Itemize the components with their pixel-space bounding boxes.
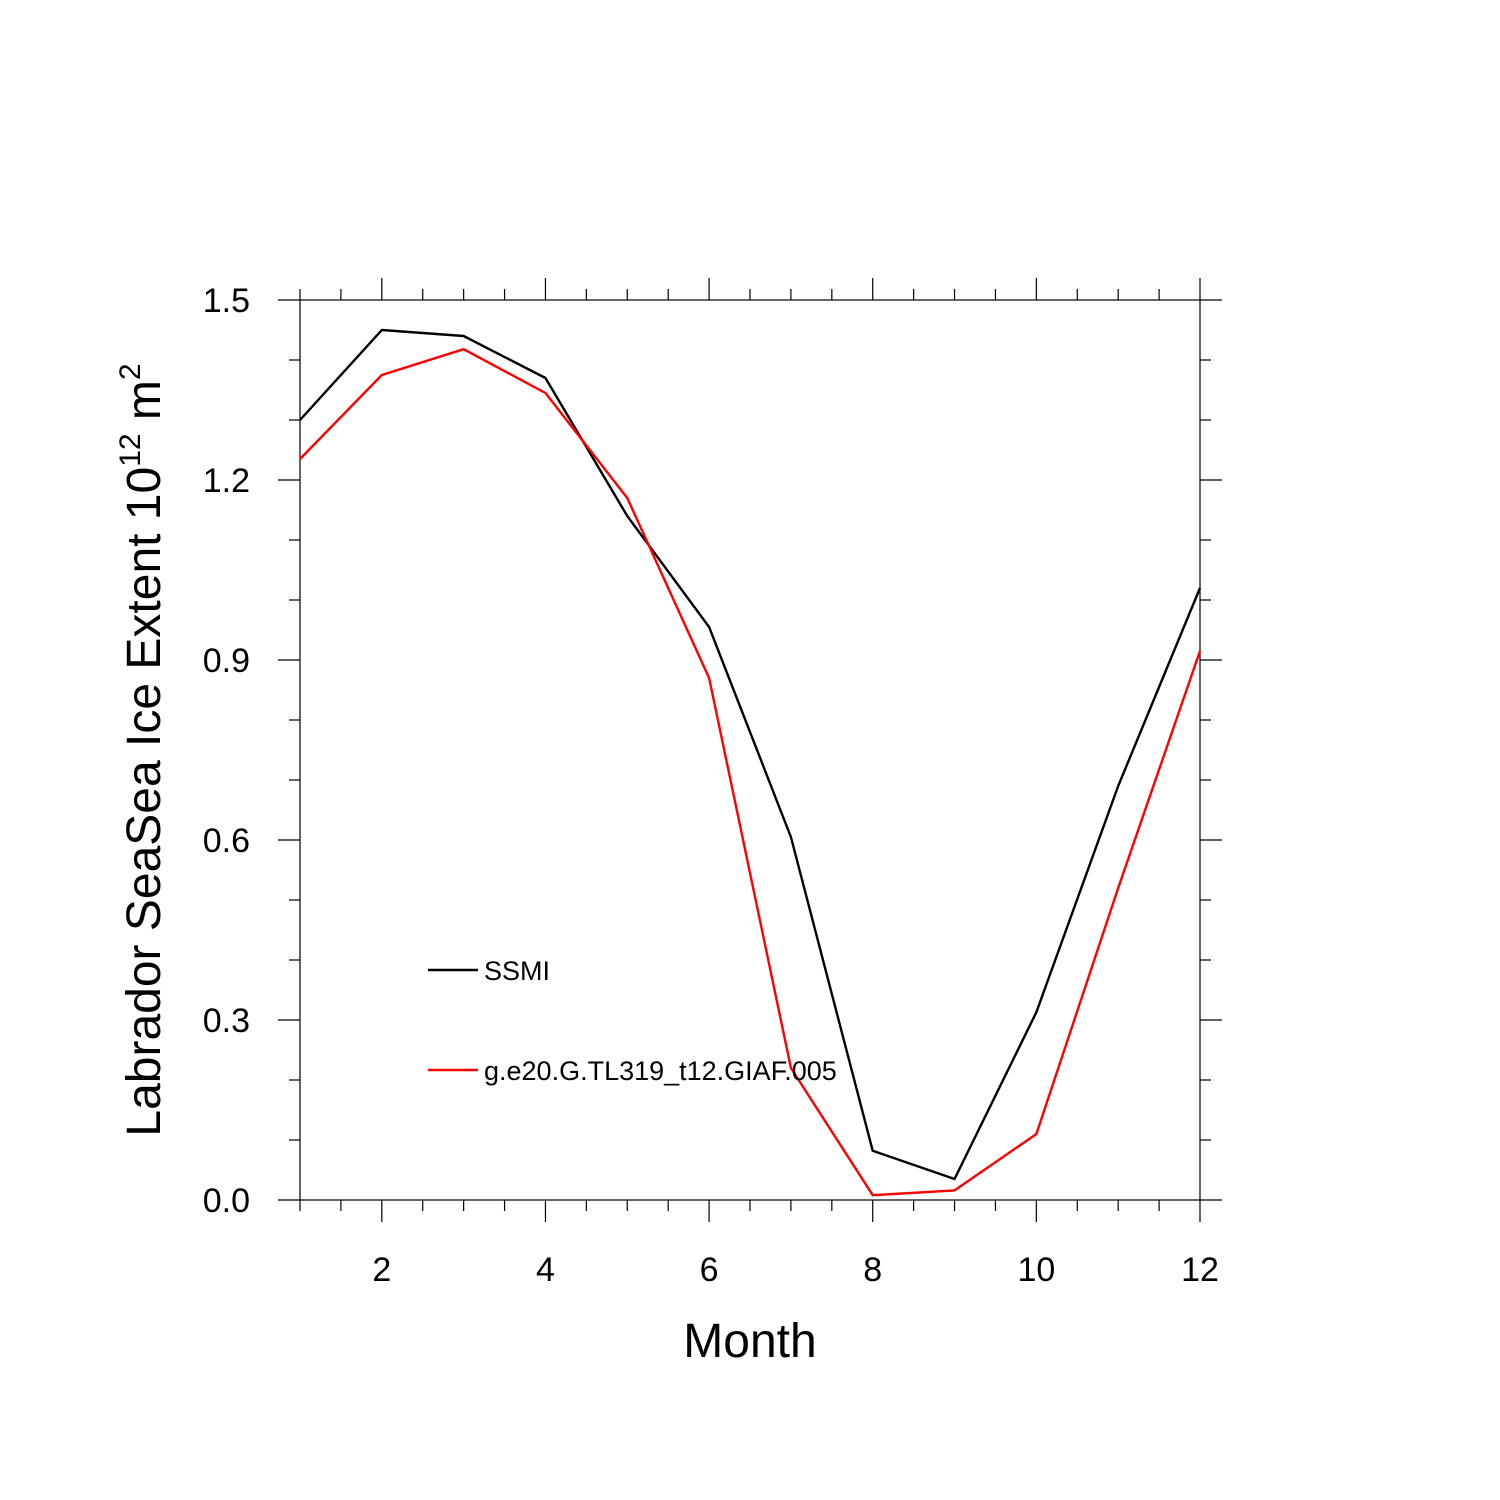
y-tick-label: 0.6 — [203, 822, 250, 860]
x-tick-label: 6 — [700, 1251, 719, 1289]
series-line-0 — [299, 328, 1202, 1181]
y-tick-label: 0.9 — [203, 642, 250, 680]
y-axis-title-unit: m — [118, 380, 171, 433]
x-tick-label: 2 — [372, 1251, 391, 1289]
x-axis-title: Month — [683, 1315, 816, 1368]
x-tick-label: 10 — [1017, 1251, 1055, 1289]
y-axis-title-exponent: 12 — [114, 433, 147, 466]
y-axis-title: Labrador SeaSea Ice Extent 1012 m2 — [114, 363, 171, 1136]
y-axis-title-unit-exponent: 2 — [114, 363, 147, 380]
x-tick-label: 12 — [1181, 1251, 1219, 1289]
y-tick-label: 0.3 — [203, 1002, 250, 1040]
axis-tick-labels: 2 4 6 8 10 12 0.0 0.3 0.6 0.9 1.2 1.5 — [203, 282, 1219, 1289]
x-tick-label: 8 — [863, 1251, 882, 1289]
y-tick-label: 1.5 — [203, 282, 250, 320]
x-tick-label: 4 — [536, 1251, 555, 1289]
y-axis-title-text: Labrador SeaSea Ice Extent 10 — [118, 467, 171, 1137]
legend-label-ssmi: SSMI — [484, 956, 550, 986]
y-tick-label: 1.2 — [203, 462, 250, 500]
series-line-1 — [299, 348, 1202, 1197]
legend-label-model: g.e20.G.TL319_t12.GIAF.005 — [484, 1056, 837, 1086]
axis-ticks — [278, 278, 1222, 1222]
series-lines — [299, 328, 1202, 1197]
legend: SSMI g.e20.G.TL319_t12.GIAF.005 — [428, 956, 837, 1086]
y-tick-label: 0.0 — [203, 1182, 250, 1220]
